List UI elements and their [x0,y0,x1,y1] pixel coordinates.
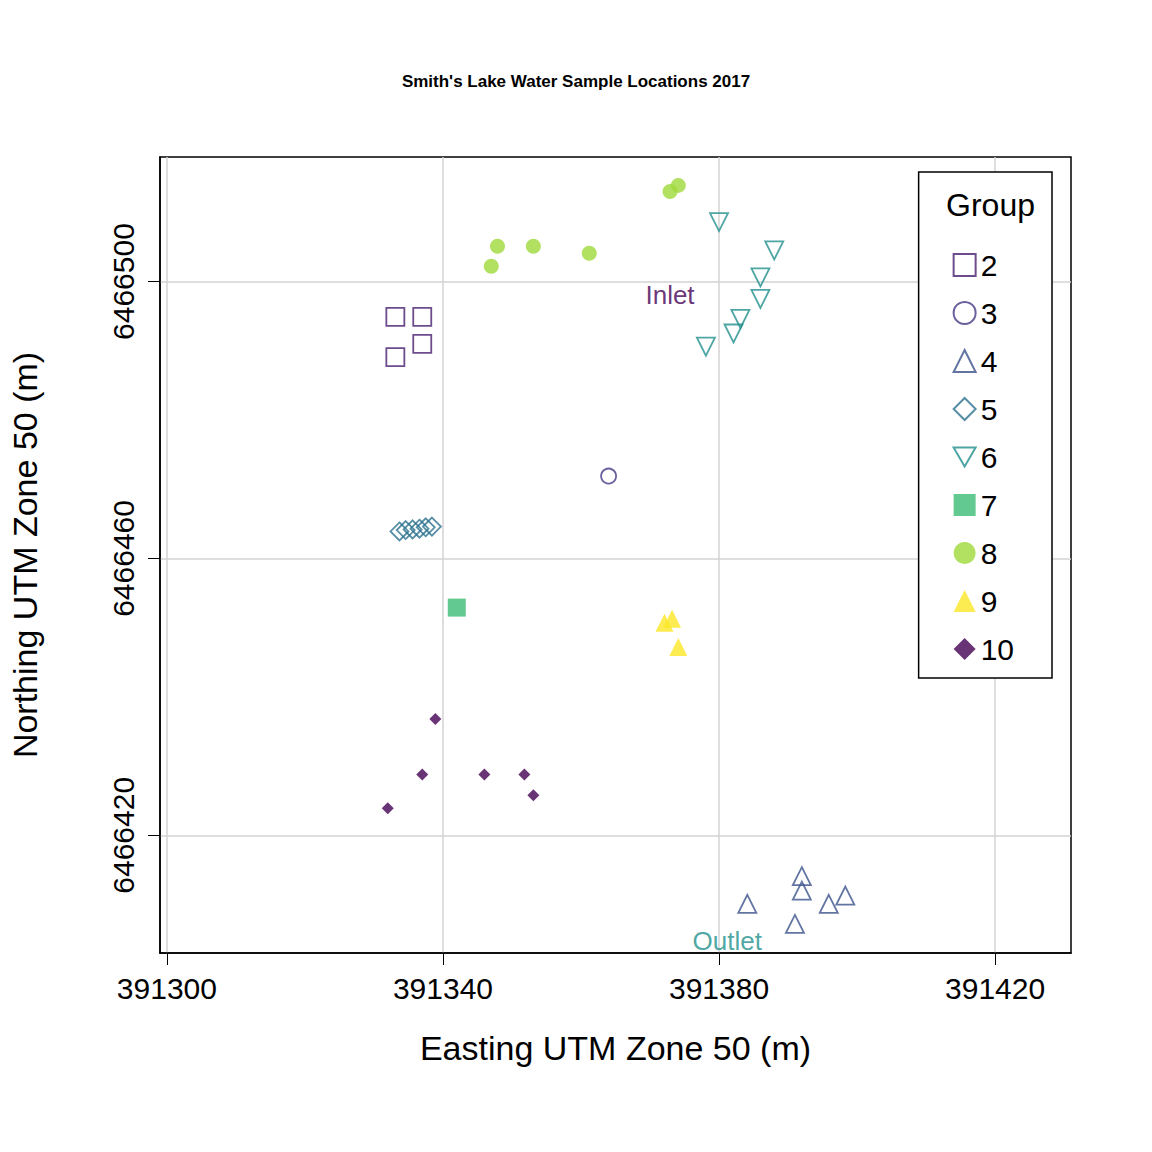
svg-text:6466460: 6466460 [107,500,140,617]
svg-text:5: 5 [981,393,998,426]
svg-text:7: 7 [981,489,998,522]
svg-text:Northing UTM Zone 50 (m): Northing UTM Zone 50 (m) [6,352,44,758]
svg-text:391340: 391340 [393,972,493,1005]
svg-text:10: 10 [981,633,1014,666]
svg-text:6: 6 [981,441,998,474]
svg-text:6466420: 6466420 [107,777,140,894]
svg-text:Outlet: Outlet [693,926,763,956]
svg-text:391300: 391300 [117,972,217,1005]
svg-text:391420: 391420 [945,972,1045,1005]
svg-text:9: 9 [981,585,998,618]
svg-text:391380: 391380 [669,972,769,1005]
svg-text:6466500: 6466500 [107,223,140,340]
svg-text:Group: Group [946,187,1035,223]
svg-text:Inlet: Inlet [645,280,695,310]
svg-text:2: 2 [981,249,998,282]
svg-text:3: 3 [981,297,998,330]
svg-text:Easting UTM Zone 50 (m): Easting UTM Zone 50 (m) [420,1029,811,1067]
svg-text:8: 8 [981,537,998,570]
svg-text:4: 4 [981,345,998,378]
svg-text:Smith's Lake Water Sample Loca: Smith's Lake Water Sample Locations 2017 [402,72,750,91]
